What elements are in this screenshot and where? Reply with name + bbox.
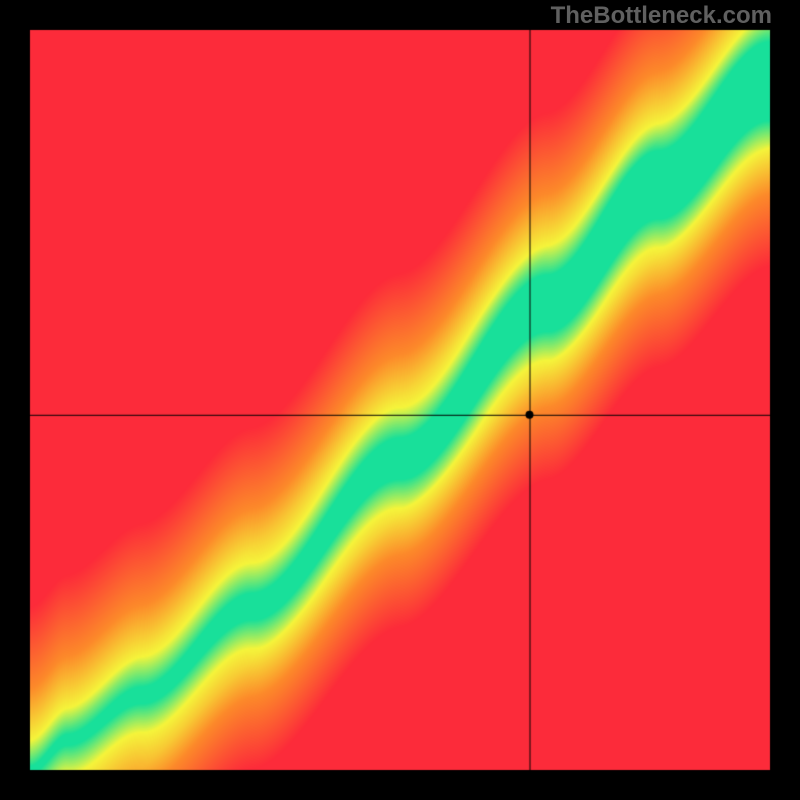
chart-container: { "type": "heatmap-gradient", "canvas": …	[0, 0, 800, 800]
bottleneck-heatmap	[0, 0, 800, 800]
watermark-text: TheBottleneck.com	[551, 2, 772, 30]
